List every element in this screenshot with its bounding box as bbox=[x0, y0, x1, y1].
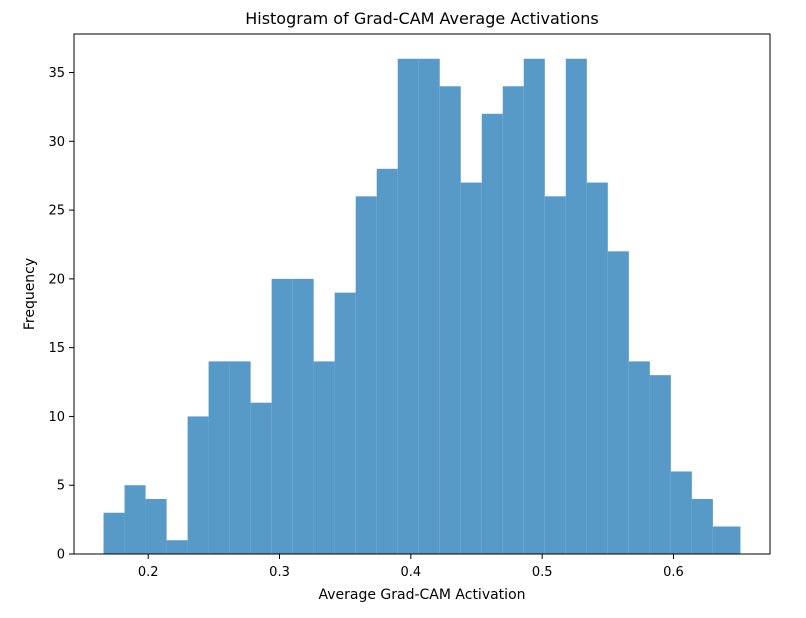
histogram-bar bbox=[229, 361, 251, 554]
histogram-bar bbox=[313, 361, 335, 554]
histogram-bar bbox=[586, 182, 608, 555]
y-tick-label: 5 bbox=[57, 479, 65, 494]
histogram-bar bbox=[250, 402, 272, 554]
y-tick-label: 30 bbox=[48, 135, 65, 150]
histogram-bar bbox=[397, 58, 419, 555]
x-tick-label: 0.2 bbox=[138, 565, 159, 580]
histogram-bar bbox=[145, 498, 167, 554]
histogram-bar bbox=[460, 182, 482, 555]
histogram-bar bbox=[649, 375, 671, 554]
histogram-bar bbox=[187, 416, 209, 554]
y-tick-label: 35 bbox=[48, 66, 65, 81]
histogram-bar bbox=[355, 196, 377, 554]
histogram-bar bbox=[124, 485, 146, 554]
chart-title: Histogram of Grad-CAM Average Activation… bbox=[245, 9, 599, 28]
histogram-bar bbox=[418, 58, 440, 555]
histogram-bar bbox=[376, 168, 398, 554]
y-axis-ticks: 0 5 10 15 20 25 30 35 bbox=[48, 66, 74, 563]
histogram-bar bbox=[292, 278, 314, 554]
y-tick-label: 15 bbox=[48, 341, 65, 356]
histogram-bar bbox=[103, 512, 125, 554]
y-tick-label: 10 bbox=[48, 410, 65, 425]
x-axis-label: Average Grad-CAM Activation bbox=[318, 587, 525, 603]
plot-frame bbox=[73, 33, 771, 555]
histogram-bar bbox=[607, 251, 629, 554]
histogram-bar bbox=[334, 292, 356, 554]
bars-group bbox=[103, 58, 741, 555]
x-tick-label: 0.3 bbox=[269, 565, 290, 580]
x-tick-label: 0.5 bbox=[532, 565, 553, 580]
histogram-bar bbox=[523, 58, 545, 555]
x-tick-label: 0.6 bbox=[663, 565, 684, 580]
histogram-bar bbox=[481, 113, 503, 554]
y-axis-label: Frequency bbox=[22, 258, 38, 330]
histogram-bar bbox=[544, 196, 566, 554]
histogram-bar bbox=[502, 86, 524, 554]
histogram-bar bbox=[565, 58, 587, 555]
histogram-bar bbox=[712, 526, 741, 554]
y-tick-label: 25 bbox=[48, 204, 65, 219]
histogram-bar bbox=[691, 498, 713, 554]
histogram-bar bbox=[166, 540, 188, 554]
histogram-bar bbox=[439, 86, 461, 554]
histogram-bar bbox=[670, 471, 692, 554]
y-tick-label: 0 bbox=[57, 548, 65, 563]
y-tick-label: 20 bbox=[48, 272, 65, 287]
x-tick-label: 0.4 bbox=[400, 565, 421, 580]
histogram-bar bbox=[208, 361, 230, 554]
x-axis-ticks: 0.2 0.3 0.4 0.5 0.6 bbox=[138, 554, 684, 580]
histogram-bar bbox=[628, 361, 650, 554]
histogram-bar bbox=[271, 278, 293, 554]
